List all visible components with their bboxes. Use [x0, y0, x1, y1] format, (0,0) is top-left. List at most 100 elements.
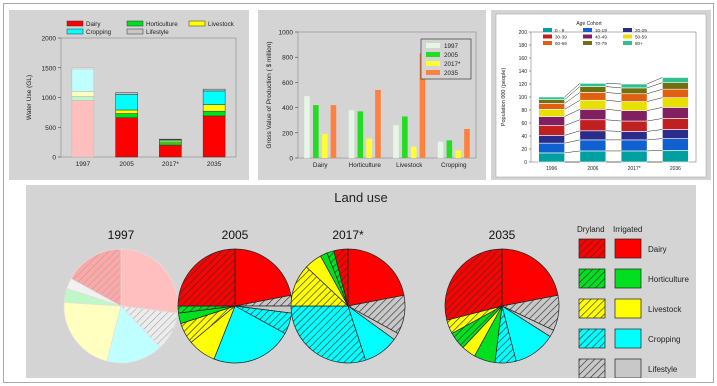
water-use-chart: 0 500 1000 1500 2000 Water Use (GL) 1997 2005 20… — [26, 20, 237, 168]
bar-2017* — [321, 134, 328, 158]
connector-line — [605, 83, 622, 85]
bar-age-20-29 — [662, 129, 689, 139]
y-tick-label: 1000 — [279, 30, 294, 37]
connector-line — [647, 88, 663, 94]
y-axis-label: Water Use (GL) — [26, 75, 33, 120]
legend-swatch — [543, 41, 552, 45]
gvp-panel: 0 200 400 600 800 1000 Gross Value of Producti… — [258, 10, 486, 180]
bar-age-0 - 9 — [620, 150, 648, 163]
y-tick-label: 180 — [519, 43, 528, 49]
y-tick-label: 60 — [521, 121, 527, 127]
pie-label: 1997 — [108, 228, 135, 242]
legend-title: Age Cohort — [576, 21, 602, 27]
population-panel: 0 20 40 60 80 100 120 140 160 180 200 Population 00… — [491, 10, 711, 180]
pie-slice-dairy — [501, 248, 559, 307]
pie-slice-dairy — [347, 248, 405, 307]
x-tick-label: 2005 — [119, 161, 134, 168]
bar-livestock — [159, 140, 182, 143]
connector-line — [564, 92, 581, 104]
y-tick-label: 80 — [521, 108, 527, 114]
bar-age-70-79 — [620, 87, 648, 95]
y-tick-label: 0 — [524, 160, 527, 166]
bar-age-20-29 — [538, 135, 565, 144]
y-tick-label: 160 — [519, 56, 528, 62]
bar-age-70-79 — [538, 99, 565, 104]
legend-label: 20-29 — [635, 28, 647, 33]
x-tick-label: 1997 — [76, 161, 91, 168]
connector-line — [647, 118, 663, 122]
legend-swatch — [426, 61, 440, 66]
land-use-chart: Land use 1997 2005 2017* 2035 Dryland Irrigate… — [63, 190, 689, 379]
connector-line — [564, 86, 581, 100]
connector-line — [605, 109, 622, 111]
legend-swatch-irrigated — [614, 298, 642, 319]
bar-2005 — [402, 116, 408, 158]
pie-slice-cropping — [106, 305, 161, 364]
y-tick-label: 400 — [282, 105, 293, 112]
bar-age-50-59 — [620, 101, 648, 111]
legend-label: 1997 — [444, 43, 459, 50]
legend-label: Lifestyle — [648, 365, 678, 374]
legend-header: Dryland — [577, 225, 605, 234]
legend-swatch — [623, 41, 632, 45]
x-tick-label: 2017* — [162, 161, 179, 168]
bar-horticulture — [71, 96, 95, 101]
bar-age-10-19 — [538, 142, 565, 154]
legend-swatch — [543, 34, 552, 39]
legend-header: Irrigated — [613, 225, 642, 234]
pie-slice-dairy — [177, 248, 236, 307]
bar-age-80+ — [662, 77, 689, 83]
legend-swatch-dryland — [578, 328, 606, 349]
bar-2005 — [313, 105, 319, 158]
bar-age-40-49 — [662, 107, 689, 119]
legend-swatch-dryland — [578, 238, 606, 259]
connector-line — [605, 92, 622, 94]
pie-slice-cropping — [290, 305, 367, 364]
y-tick-label: 800 — [282, 55, 293, 62]
legend-label: 80+ — [635, 41, 643, 46]
legend-label: 0 - 9 — [555, 28, 565, 33]
bar-dairy — [71, 100, 95, 158]
y-tick-label: 500 — [45, 125, 56, 132]
bar-horticulture — [115, 113, 138, 118]
gross-value-chart: 0 200 400 600 800 1000 Gross Value of Producti… — [266, 30, 477, 169]
legend-swatch — [583, 34, 592, 39]
chart-title: Land use — [334, 190, 388, 205]
legend-swatch — [66, 28, 84, 35]
bar-livestock — [202, 104, 226, 112]
y-tick-label: 200 — [282, 130, 293, 137]
legend-swatch — [126, 28, 144, 35]
bar-age-40-49 — [620, 110, 648, 122]
y-tick-label: 100 — [519, 95, 528, 101]
legend-swatch — [583, 28, 592, 32]
connector-line — [647, 77, 663, 85]
x-tick-label: 2006 — [587, 166, 598, 172]
figure-frame: 0 500 1000 1500 2000 Water Use (GL) 1997 2005 20… — [3, 3, 714, 383]
legend-swatch — [426, 52, 440, 57]
legend-label: 60-69 — [555, 41, 567, 46]
y-tick-label: 1000 — [42, 95, 57, 102]
legend-label: 50-59 — [635, 35, 647, 40]
legend-swatch-dryland — [578, 268, 606, 289]
bar-age-60-69 — [538, 103, 565, 110]
bar-age-60-69 — [662, 88, 689, 98]
bar-2005 — [446, 140, 453, 158]
legend-swatch — [623, 34, 632, 39]
connector-line — [647, 107, 663, 111]
pie-slice-dairy — [234, 248, 292, 307]
legend-swatch-dryland — [578, 298, 606, 319]
bar-2035 — [375, 89, 381, 158]
x-tick-label: 1996 — [546, 166, 557, 172]
population-chart: 0 20 40 60 80 100 120 140 160 180 200 Population 00… — [495, 13, 707, 178]
bar-age-80+ — [538, 96, 565, 100]
bar-age-30-39 — [538, 125, 565, 136]
legend-swatch — [543, 28, 552, 32]
bar-dairy — [115, 117, 138, 158]
pie-label: 2017* — [332, 228, 364, 242]
bar-2017* — [366, 138, 372, 158]
connector-line — [605, 86, 622, 89]
x-tick-label: Dairy — [313, 162, 329, 169]
legend-label: 10-19 — [595, 28, 607, 33]
legend-swatch-irrigated — [614, 268, 642, 289]
bar-age-30-39 — [620, 120, 648, 132]
